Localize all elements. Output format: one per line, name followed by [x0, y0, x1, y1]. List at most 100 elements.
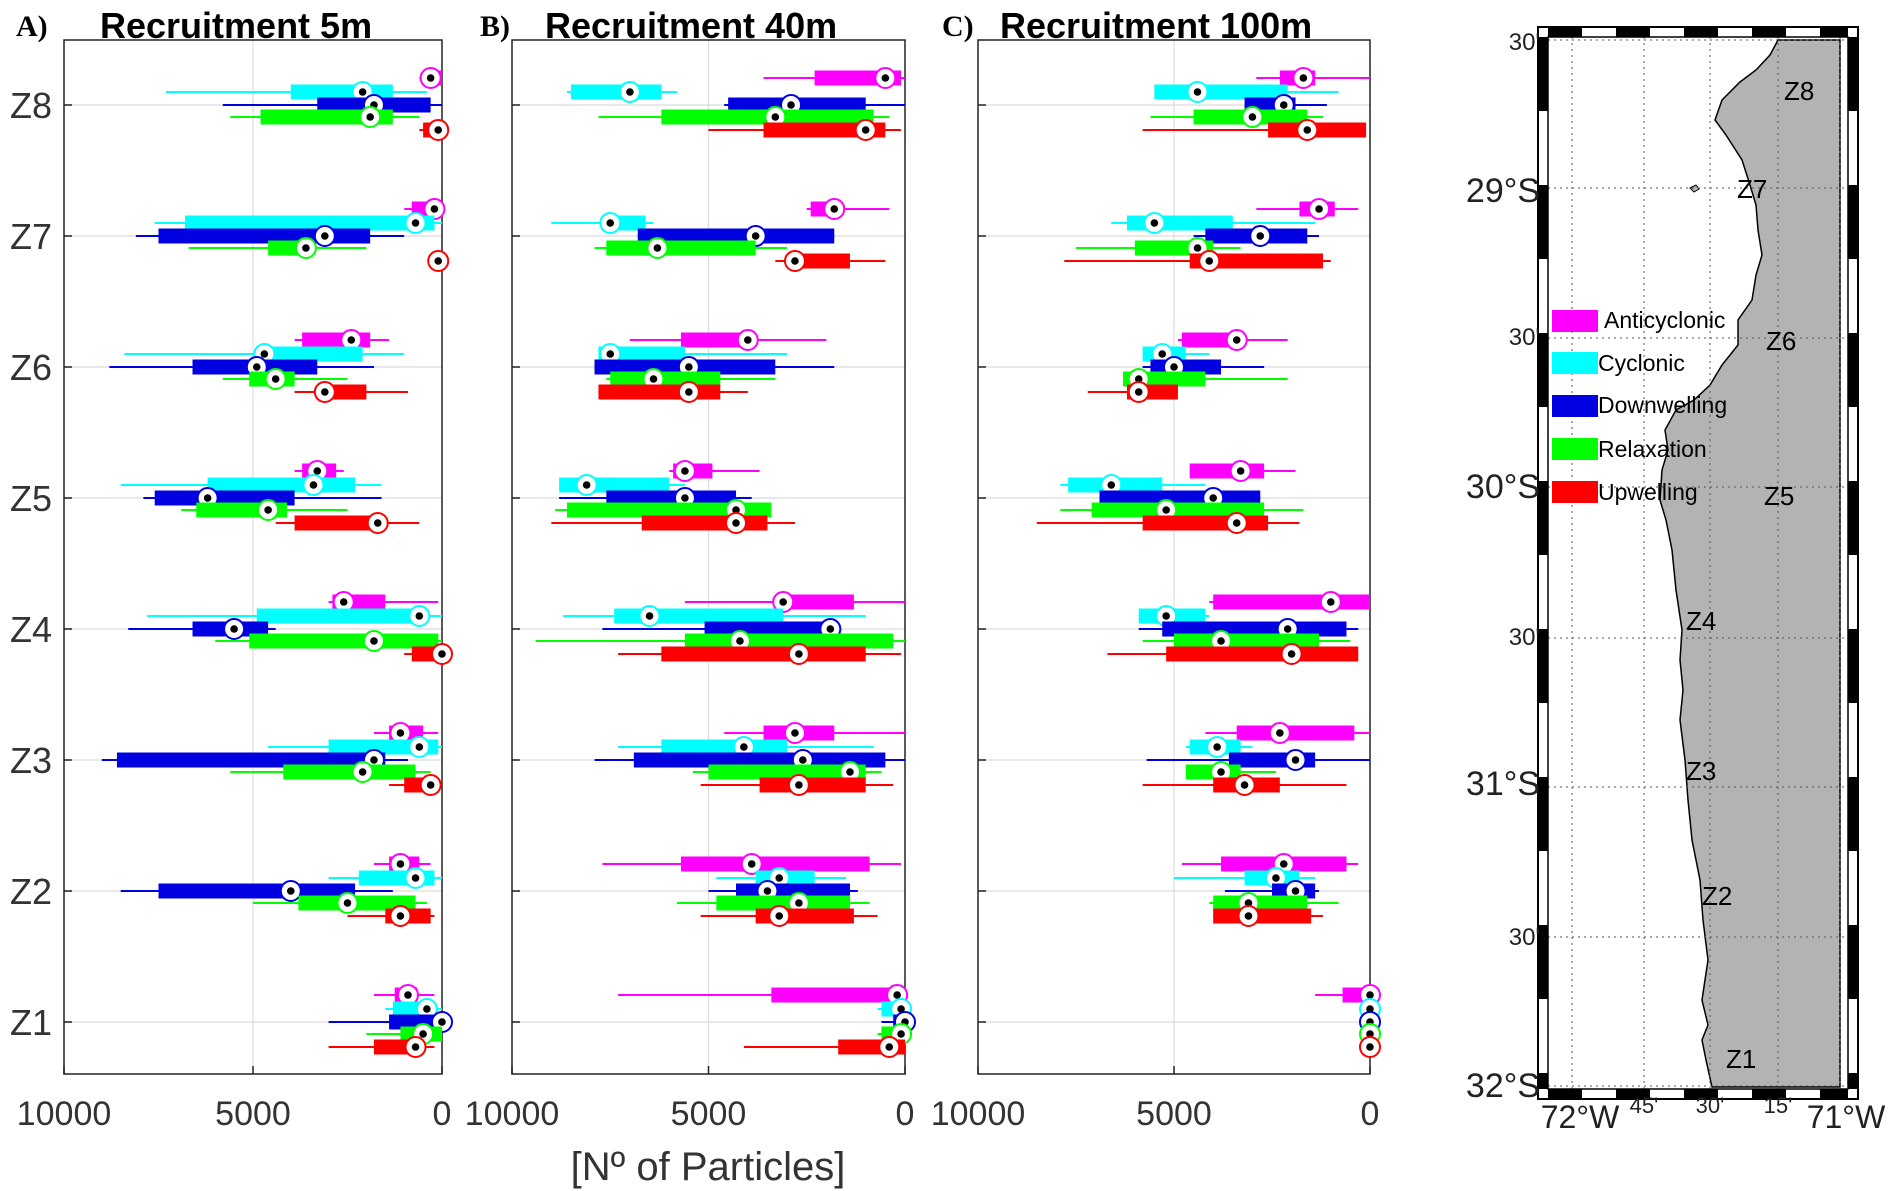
x-tick-label: 10000 — [465, 1095, 560, 1133]
x-tick-label: 10000 — [931, 1095, 1026, 1133]
map-frame-stripe — [1820, 27, 1848, 37]
box-anticyclonic-z3 — [724, 722, 905, 744]
map-frame-stripe — [1820, 1089, 1848, 1099]
map-frame-stripe — [1538, 629, 1548, 703]
median-dot — [1217, 768, 1225, 776]
map-lon-label: 15' — [1764, 1093, 1793, 1118]
box — [775, 594, 854, 610]
median-dot — [1287, 650, 1296, 658]
map-frame-stripe — [1752, 1089, 1786, 1099]
median-dot — [897, 1030, 905, 1038]
legend-label-anticyclonic: Anticyclonic — [1604, 307, 1725, 333]
box-upwelling-z8 — [419, 119, 450, 141]
box-upwelling-z5 — [551, 512, 795, 534]
median-dot — [438, 1018, 446, 1026]
median-dot — [321, 388, 329, 396]
box-upwelling-z7 — [775, 250, 886, 272]
median-dot — [861, 126, 870, 134]
y-tick-label: Z3 — [10, 740, 52, 781]
median-dot — [264, 506, 272, 514]
median-dot — [438, 650, 446, 658]
median-dot — [411, 1043, 420, 1051]
map-lon-label: 72°W — [1541, 1099, 1620, 1135]
median-dot — [1276, 729, 1284, 737]
box-downwelling-z2 — [120, 880, 393, 902]
median-dot — [791, 729, 799, 737]
median-dot — [415, 612, 424, 620]
box-anticyclonic-z6 — [629, 329, 827, 351]
box-relaxation-z3 — [692, 761, 882, 783]
median-dot — [434, 257, 443, 265]
median-dot — [1327, 598, 1335, 606]
box-cyclonic-z1 — [385, 998, 442, 1020]
box — [1213, 594, 1370, 610]
box-anticyclonic-z4 — [1209, 591, 1370, 613]
median-dot — [1291, 756, 1300, 764]
map-zone-z4: Z4 — [1686, 606, 1716, 636]
box — [661, 646, 866, 662]
map-frame-stripe — [1848, 777, 1858, 851]
panel-c-chart: 10000 5000 0 — [931, 39, 1381, 1133]
y-tick-label: Z2 — [10, 871, 52, 912]
map-lat-label: 32°S — [1466, 1067, 1540, 1105]
median-dot — [653, 244, 662, 252]
map-frame-stripe — [1848, 1073, 1858, 1089]
map-lat-label: 31°S — [1466, 765, 1540, 803]
box — [606, 240, 756, 256]
map-land — [1659, 39, 1841, 1088]
box-relaxation-z6 — [222, 368, 348, 390]
median-dot — [606, 350, 615, 358]
median-dot — [1162, 506, 1170, 514]
median-dot — [1193, 244, 1202, 252]
panel-c-title: Recruitment 100m — [1000, 5, 1312, 46]
median-dot — [775, 874, 784, 882]
median-dot — [795, 781, 803, 789]
median-dot — [1158, 350, 1167, 358]
box — [1213, 895, 1308, 911]
box-upwelling-z2 — [347, 905, 435, 927]
median-dot — [763, 887, 772, 895]
median-dot — [1162, 612, 1170, 620]
median-dot — [606, 219, 615, 227]
box-cyclonic-z6 — [124, 343, 405, 365]
box-relaxation-z8 — [1150, 106, 1323, 128]
map-legend: Anticyclonic Cyclonic Downwelling Relaxa… — [1552, 307, 1727, 505]
median-dot — [649, 375, 658, 383]
legend-swatch-upwelling — [1552, 481, 1598, 503]
box — [610, 371, 721, 387]
box-relaxation-z3 — [1185, 761, 1276, 783]
box-relaxation-z4 — [1142, 630, 1351, 652]
box-cyclonic-z5 — [120, 474, 382, 496]
box-upwelling-z7 — [427, 250, 450, 272]
box-cyclonic-z8 — [567, 81, 678, 103]
median-dot — [313, 467, 322, 475]
box — [1166, 646, 1359, 662]
box-cyclonic-z4 — [563, 605, 866, 627]
box-relaxation-z7 — [594, 237, 788, 259]
box-upwelling-z3 — [389, 774, 442, 796]
box — [606, 490, 737, 506]
x-tick-label: 5000 — [1136, 1095, 1212, 1133]
median-dot — [396, 729, 405, 737]
box-relaxation-z6 — [606, 368, 776, 390]
map-zone-z3: Z3 — [1686, 756, 1716, 786]
median-dot — [1240, 781, 1249, 789]
box — [1154, 84, 1288, 100]
median-dot — [252, 363, 261, 371]
map-frame-stripe — [1752, 27, 1786, 37]
median-dot — [1272, 874, 1280, 882]
median-dot — [775, 912, 784, 920]
legend-label-cyclonic: Cyclonic — [1598, 350, 1685, 376]
box — [207, 477, 356, 493]
median-dot — [1299, 74, 1308, 82]
median-dot — [430, 205, 439, 213]
median-dot — [203, 494, 212, 502]
legend-swatch-relaxation — [1552, 438, 1598, 460]
box-anticyclonic-z5 — [669, 460, 760, 482]
median-dot — [1244, 912, 1253, 920]
median-dot — [423, 1005, 431, 1013]
median-dot — [426, 781, 435, 789]
box-anticyclonic-z1 — [373, 984, 435, 1006]
median-dot — [404, 991, 412, 999]
box — [328, 384, 367, 400]
